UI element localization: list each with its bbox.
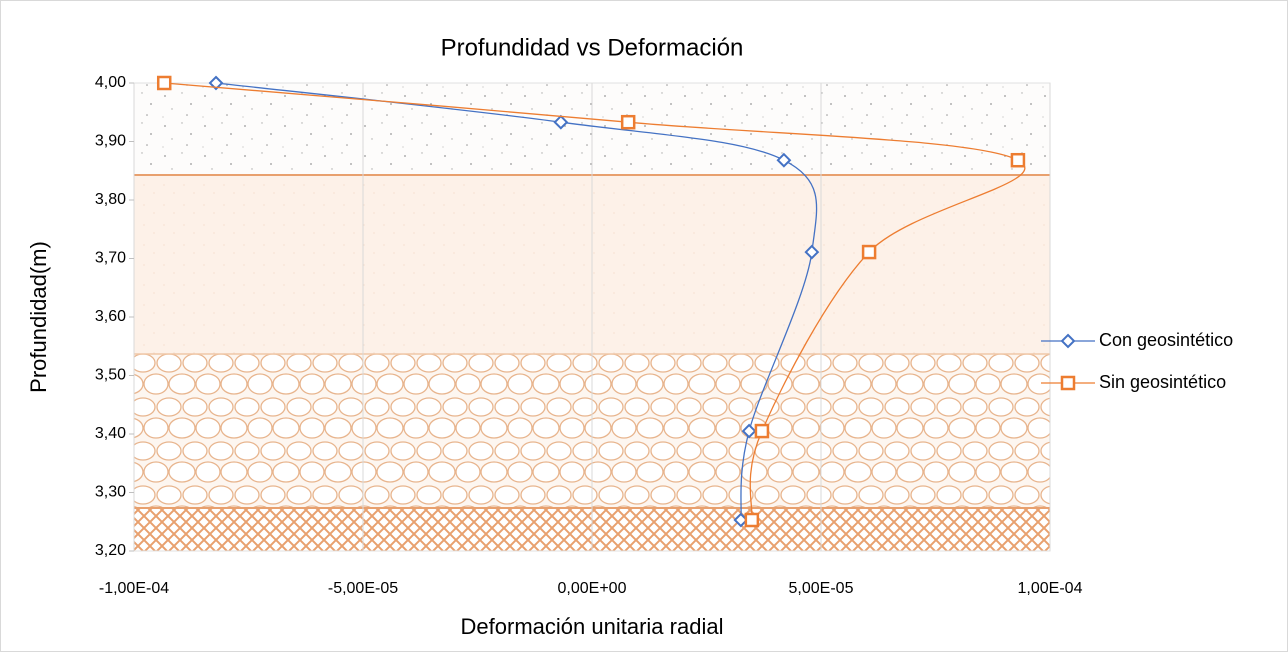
marker <box>208 75 224 91</box>
y-tick-label: 3,90 <box>95 133 126 150</box>
marker <box>744 512 760 528</box>
y-tick-label: 3,30 <box>95 484 126 501</box>
marker <box>861 244 877 260</box>
marker <box>804 244 820 260</box>
legend-label: Con geosintético <box>1099 330 1233 350</box>
x-tick-label: -1,00E-04 <box>99 580 169 597</box>
x-tick-label: 1,00E-04 <box>1018 580 1083 597</box>
marker <box>553 114 569 130</box>
y-tick-label: 3,70 <box>95 250 126 267</box>
y-tick-label: 3,60 <box>95 308 126 325</box>
chart-title: Profundidad vs Deformación <box>441 34 744 61</box>
x-tick-label: -5,00E-05 <box>328 580 398 597</box>
marker <box>776 152 792 168</box>
y-tick-label: 4,00 <box>95 74 126 91</box>
marker <box>1010 152 1026 168</box>
y-tick-label: 3,40 <box>95 425 126 442</box>
y-axis-label: Profundidad(m) <box>26 241 51 393</box>
x-tick-label: 0,00E+00 <box>558 580 627 597</box>
legend-label: Sin geosintético <box>1099 372 1226 392</box>
y-tick-label: 3,50 <box>95 367 126 384</box>
marker <box>620 114 636 130</box>
marker <box>741 423 757 439</box>
x-tick-label: 5,00E-05 <box>789 580 854 597</box>
x-axis-label: Deformación unitaria radial <box>461 614 724 639</box>
y-tick-label: 3,80 <box>95 191 126 208</box>
marker <box>156 75 172 91</box>
y-tick-label: 3,20 <box>95 542 126 559</box>
legend-marker <box>1060 333 1076 349</box>
marker <box>754 423 770 439</box>
legend-marker <box>1060 375 1076 391</box>
